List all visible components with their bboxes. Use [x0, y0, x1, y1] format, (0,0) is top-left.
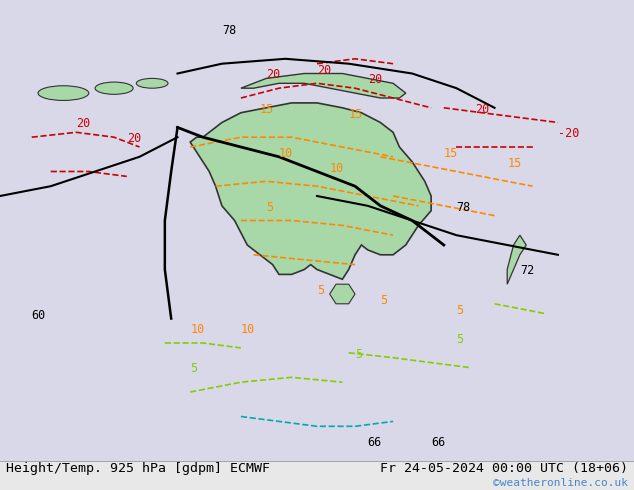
Polygon shape	[330, 284, 355, 304]
Polygon shape	[190, 103, 431, 279]
Text: 20: 20	[266, 69, 280, 81]
Text: 15: 15	[349, 108, 363, 121]
Text: 5: 5	[456, 304, 463, 317]
Text: ©weatheronline.co.uk: ©weatheronline.co.uk	[493, 478, 628, 488]
Text: 20: 20	[368, 74, 382, 86]
Ellipse shape	[95, 82, 133, 95]
Text: 5: 5	[456, 333, 463, 346]
Text: 10: 10	[241, 323, 255, 336]
Text: 20: 20	[317, 64, 331, 76]
Text: 78: 78	[222, 24, 236, 37]
Text: 15: 15	[507, 157, 521, 170]
Text: 15: 15	[260, 103, 274, 116]
Text: 10: 10	[279, 147, 293, 160]
Text: -20: -20	[558, 127, 579, 140]
Ellipse shape	[136, 78, 168, 88]
Text: 72: 72	[520, 265, 534, 277]
Text: Fr 24-05-2024 00:00 UTC (18+06): Fr 24-05-2024 00:00 UTC (18+06)	[380, 462, 628, 475]
Text: 5: 5	[190, 363, 197, 375]
Polygon shape	[507, 235, 526, 284]
Text: 5: 5	[266, 201, 273, 214]
Text: 66: 66	[431, 436, 445, 449]
Polygon shape	[241, 74, 406, 98]
Text: 20: 20	[476, 103, 489, 116]
Text: 5: 5	[380, 294, 387, 307]
Text: 78: 78	[456, 201, 470, 214]
Text: 10: 10	[330, 162, 344, 174]
Text: 20: 20	[76, 118, 90, 130]
Text: 60: 60	[32, 309, 46, 321]
Text: 10: 10	[190, 323, 204, 336]
Text: Height/Temp. 925 hPa [gdpm] ECMWF: Height/Temp. 925 hPa [gdpm] ECMWF	[6, 462, 270, 475]
Text: 66: 66	[368, 436, 382, 449]
Ellipse shape	[38, 86, 89, 100]
Text: 5: 5	[317, 284, 324, 297]
Text: 20: 20	[127, 132, 141, 145]
Text: 15: 15	[444, 147, 458, 160]
Text: 5: 5	[355, 348, 362, 361]
